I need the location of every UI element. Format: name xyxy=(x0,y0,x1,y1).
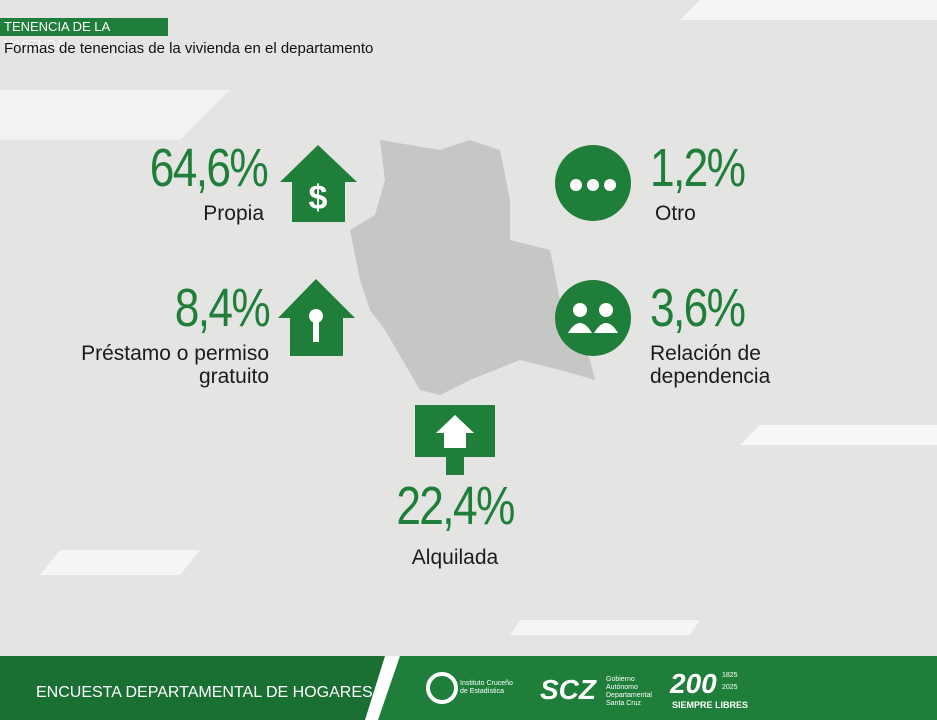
logo-text: Instituto Cruceño de Estadística xyxy=(460,680,513,695)
label: Préstamo o permiso gratuito xyxy=(81,342,269,388)
label: Propia xyxy=(203,202,264,225)
label: Otro xyxy=(655,202,696,225)
logo-text: SCZ xyxy=(540,674,596,705)
logo-text: 1825 xyxy=(722,672,738,679)
logo-text: Gobierno Autónomo Departamental Santa Cr… xyxy=(606,676,652,707)
svg-text:$: $ xyxy=(309,179,328,217)
logo-text: 200 xyxy=(670,668,717,699)
label: Relación de dependencia xyxy=(650,342,771,388)
logo-text: 2025 xyxy=(722,684,738,691)
header-subtitle: Formas de tenencias de la vivienda en el… xyxy=(4,40,374,57)
percent: 1,2% xyxy=(650,138,746,198)
percent: 3,6% xyxy=(650,278,746,338)
header-title: TENENCIA DE LA VIVIENDA xyxy=(0,18,168,52)
percent: 8,4% xyxy=(174,278,271,338)
percent: 64,6% xyxy=(149,138,269,198)
label: Alquilada xyxy=(411,546,499,569)
footer-text: ENCUESTA DEPARTAMENTAL DE HOGARES xyxy=(36,684,373,701)
percent: 22,4% xyxy=(396,476,515,536)
logo-text: SIEMPRE LIBRES xyxy=(672,700,749,710)
